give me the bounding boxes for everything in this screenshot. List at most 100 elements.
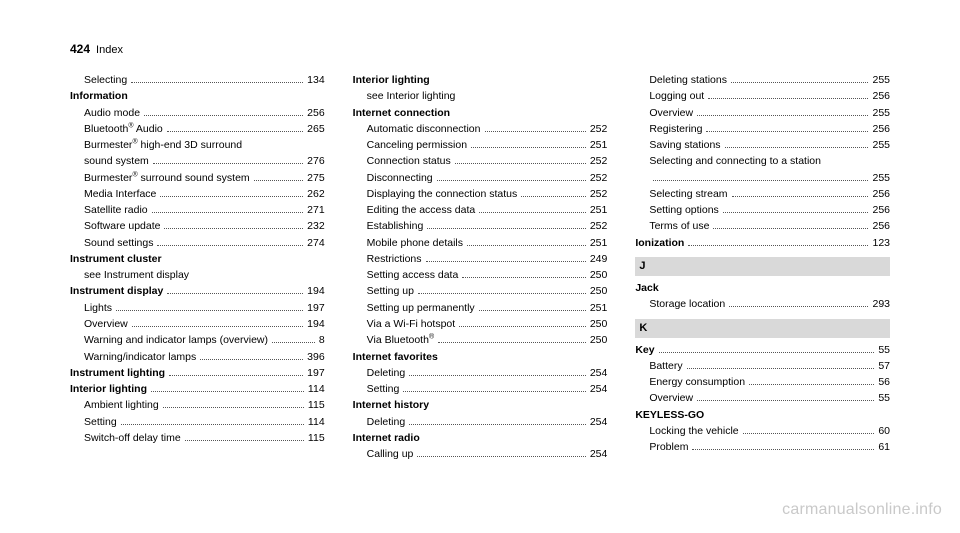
- page-ref: 251: [590, 202, 608, 218]
- page-ref: 293: [872, 296, 890, 312]
- page-ref: 114: [308, 381, 325, 397]
- page-ref: 256: [872, 186, 890, 202]
- leader-dots: [200, 359, 303, 360]
- index-entry: Saving stations 255: [635, 137, 890, 153]
- page-ref: 8: [319, 332, 325, 348]
- leader-dots: [169, 375, 303, 376]
- leader-dots: [272, 342, 315, 343]
- heading-label: KEYLESS-GO: [635, 407, 704, 423]
- entry-label: Editing the access data: [367, 202, 476, 218]
- index-entry: Setting254: [353, 381, 608, 397]
- index-page: 424 Index Selecting134InformationAudio m…: [0, 0, 960, 492]
- heading-label: Instrument lighting: [70, 365, 165, 381]
- entry-label: Setting: [367, 381, 400, 397]
- page-ref: 274: [307, 235, 325, 251]
- page-ref: 134: [307, 72, 325, 88]
- index-entry: Warning and indicator lamps (overview) 8: [70, 332, 325, 348]
- index-entry: Setting up 250: [353, 283, 608, 299]
- entry-label: Displaying the connection status: [367, 186, 518, 202]
- leader-dots: [688, 245, 868, 246]
- index-entry: Selecting stream 256: [635, 186, 890, 202]
- leader-dots: [151, 391, 304, 392]
- entry-label: Selecting stream: [649, 186, 727, 202]
- page-ref: 123: [872, 235, 890, 251]
- leader-dots: [409, 375, 586, 376]
- watermark: carmanualsonline.info: [782, 501, 942, 519]
- entry-label: see Interior lighting: [367, 88, 456, 104]
- index-heading-entry: Key55: [635, 342, 890, 358]
- page-ref: 194: [307, 316, 325, 332]
- entry-label: Deleting: [367, 365, 406, 381]
- index-entry: Satellite radio271: [70, 202, 325, 218]
- index-entry: Registering256: [635, 121, 890, 137]
- entry-label: Selecting: [84, 72, 127, 88]
- index-heading: Internet history: [353, 397, 608, 413]
- page-ref: 276: [307, 153, 325, 169]
- leader-dots: [116, 310, 303, 311]
- page-ref: 254: [590, 414, 608, 430]
- index-column: Selecting134InformationAudio mode256Blue…: [70, 72, 325, 462]
- entry-label: Sound settings: [84, 235, 153, 251]
- entry-label: Saving stations: [649, 137, 720, 153]
- page-ref: 262: [307, 186, 325, 202]
- index-entry: Storage location293: [635, 296, 890, 312]
- entry-label: Software update: [84, 218, 160, 234]
- leader-dots: [167, 131, 303, 132]
- entry-label: Audio mode: [84, 105, 140, 121]
- leader-dots: [459, 326, 586, 327]
- page-ref: 250: [590, 332, 608, 348]
- heading-label: Jack: [635, 280, 658, 296]
- leader-dots: [417, 456, 585, 457]
- index-see-ref: see Interior lighting: [353, 88, 608, 104]
- index-heading: KEYLESS-GO: [635, 407, 890, 423]
- index-entry-cont: 255: [635, 170, 890, 186]
- index-entry: Selecting 134: [70, 72, 325, 88]
- leader-dots: [749, 384, 874, 385]
- leader-dots: [438, 342, 586, 343]
- page-ref: 255: [872, 137, 890, 153]
- page-ref: 249: [590, 251, 608, 267]
- entry-label: sound system: [84, 153, 149, 169]
- leader-dots: [167, 293, 303, 294]
- heading-label: Ionization: [635, 235, 684, 251]
- page-ref: 60: [878, 423, 890, 439]
- entry-label: Via Bluetooth®: [367, 332, 434, 348]
- index-columns: Selecting134InformationAudio mode256Blue…: [70, 72, 890, 462]
- index-heading-entry: Instrument display194: [70, 283, 325, 299]
- page-ref: 197: [307, 365, 325, 381]
- entry-label: Setting up: [367, 283, 414, 299]
- index-entry: Calling up254: [353, 446, 608, 462]
- leader-dots: [163, 407, 304, 408]
- page-ref: 252: [590, 170, 608, 186]
- entry-label: Warning and indicator lamps (overview): [84, 332, 268, 348]
- page-ref: 256: [872, 218, 890, 234]
- index-entry: Bluetooth® Audio265: [70, 121, 325, 137]
- index-entry: Warning/indicator lamps396: [70, 349, 325, 365]
- index-entry: Setting up permanently251: [353, 300, 608, 316]
- entry-label: Via a Wi-Fi hotspot: [367, 316, 456, 332]
- page-ref: 256: [872, 121, 890, 137]
- page-ref: 255: [872, 105, 890, 121]
- page-ref: 265: [307, 121, 325, 137]
- page-ref: 250: [590, 267, 608, 283]
- index-entry: Setting 114: [70, 414, 325, 430]
- entry-label: Setting: [84, 414, 117, 430]
- page-ref: 250: [590, 283, 608, 299]
- leader-dots: [743, 433, 875, 434]
- leader-dots: [692, 449, 874, 450]
- heading-label: Instrument display: [70, 283, 163, 299]
- leader-dots: [467, 245, 586, 246]
- entry-label: Connection status: [367, 153, 451, 169]
- page-ref: 114: [308, 414, 325, 430]
- leader-dots: [164, 228, 303, 229]
- page-ref: 250: [590, 316, 608, 332]
- page-ref: 197: [307, 300, 325, 316]
- entry-label: Establishing: [367, 218, 424, 234]
- heading-label: Interior lighting: [353, 72, 430, 88]
- entry-label: Overview: [649, 390, 693, 406]
- leader-dots: [485, 131, 586, 132]
- entry-label: Locking the vehicle: [649, 423, 738, 439]
- page-ref: 55: [878, 342, 890, 358]
- leader-dots: [418, 293, 586, 294]
- index-entry: Energy consumption56: [635, 374, 890, 390]
